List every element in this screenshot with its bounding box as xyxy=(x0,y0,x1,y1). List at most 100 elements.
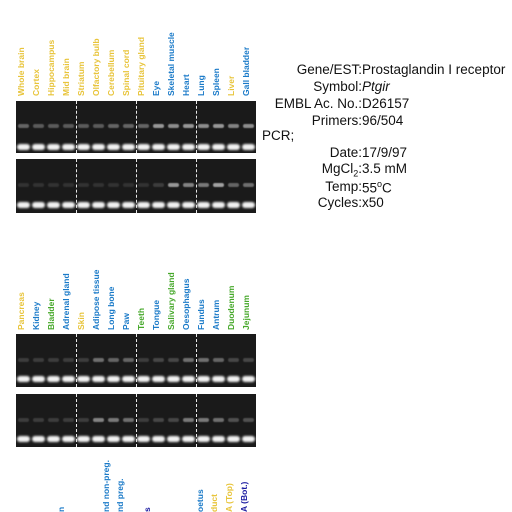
gel-band xyxy=(33,357,44,362)
cycles-key: Cycles: xyxy=(317,195,362,210)
gel-band xyxy=(153,124,164,129)
gel-band xyxy=(198,124,209,129)
gel-band xyxy=(243,183,254,188)
gel-band xyxy=(243,357,254,362)
primer-band xyxy=(242,436,255,443)
primer-band xyxy=(137,143,150,150)
primer-band xyxy=(47,376,60,383)
lane-label: nd preg. xyxy=(115,478,125,512)
gel-band xyxy=(168,417,179,422)
gel-band xyxy=(123,357,134,362)
gel-band xyxy=(78,183,89,188)
lane-separator xyxy=(76,159,77,213)
lane-label: Paw xyxy=(121,312,131,330)
lane-labels-1: Whole brain Cortex Hippocampus Mid brain Str… xyxy=(0,0,260,96)
lane-label: Long bone xyxy=(106,286,116,330)
lane-label: Bladder xyxy=(46,298,56,330)
lane-separator xyxy=(196,159,197,213)
lane-label: Adrenal gland xyxy=(61,273,71,330)
primers-value: 96/504 xyxy=(362,113,404,128)
lane-label: Heart xyxy=(181,74,191,96)
primer-band xyxy=(137,436,150,443)
primer-band xyxy=(122,143,135,150)
gel-band xyxy=(138,124,149,129)
primer-band xyxy=(242,143,255,150)
primer-band xyxy=(77,202,90,209)
gel-band xyxy=(78,417,89,422)
primer-band xyxy=(32,436,45,443)
primer-band xyxy=(92,376,105,383)
temp-value: 55oC xyxy=(362,179,392,196)
lane-label: Liver xyxy=(226,75,236,96)
lane-label: A (Top) xyxy=(224,483,234,512)
primer-band xyxy=(212,376,225,383)
primer-band xyxy=(62,143,75,150)
lane-label: s xyxy=(142,507,152,512)
lane-separator xyxy=(196,334,197,387)
primer-band xyxy=(17,436,30,443)
lane-label: Cerebellum xyxy=(106,49,116,96)
gel-band xyxy=(93,183,104,188)
primer-band xyxy=(122,376,135,383)
gel-band xyxy=(108,417,119,422)
primer-band xyxy=(107,436,120,443)
lane-separator xyxy=(136,394,137,447)
gel-band xyxy=(78,357,89,362)
lane-label: Duodenum xyxy=(226,285,236,330)
gel-band xyxy=(198,183,209,188)
primer-band xyxy=(227,143,240,150)
primer-band xyxy=(17,143,30,150)
gel-band xyxy=(48,124,59,129)
gel-band xyxy=(63,357,74,362)
gel-band xyxy=(93,357,104,362)
primer-band xyxy=(197,376,210,383)
mgcl-key: MgCl2: xyxy=(321,161,362,179)
primer-band xyxy=(62,202,75,209)
gel-band xyxy=(108,124,119,129)
tissue-panel-2: Pancreas Kidney Bladder Adrenal gland Skin Ad… xyxy=(0,250,260,450)
gel-band xyxy=(168,357,179,362)
lane-labels-3: n nd non-preg. nd preg. s oetus duct A (Top) A … xyxy=(0,450,260,512)
primer-band xyxy=(62,436,75,443)
primer-band xyxy=(167,202,180,209)
gel-band xyxy=(138,417,149,422)
gene-key: Gene/EST: xyxy=(296,62,362,77)
gel-band xyxy=(48,417,59,422)
gel-band xyxy=(183,124,194,129)
gel-band xyxy=(198,417,209,422)
primer-band xyxy=(197,143,210,150)
primer-band xyxy=(167,143,180,150)
gel-band xyxy=(153,183,164,188)
lane-separator xyxy=(76,101,77,153)
gel-band xyxy=(33,417,44,422)
gene-value: Prostaglandin I receptor xyxy=(362,62,506,77)
gel-band xyxy=(168,124,179,129)
primer-band xyxy=(137,376,150,383)
lane-label: Mid brain xyxy=(61,58,71,96)
lane-label: Hippocampus xyxy=(46,39,56,96)
primer-band xyxy=(107,143,120,150)
gel-band xyxy=(123,124,134,129)
gel-band xyxy=(33,124,44,129)
gel-band xyxy=(213,417,224,422)
lane-label: Pancreas xyxy=(16,292,26,330)
tissue-panel-1: Whole brain Cortex Hippocampus Mid brain Str… xyxy=(0,0,260,215)
lane-label: Spleen xyxy=(211,68,221,96)
lane-label: nd non-preg. xyxy=(101,460,111,512)
gel-band xyxy=(123,417,134,422)
primer-band xyxy=(182,143,195,150)
gel-band xyxy=(93,417,104,422)
gel-band xyxy=(108,183,119,188)
primer-band xyxy=(122,436,135,443)
lane-label: A (Bot.) xyxy=(239,481,249,512)
gel-band xyxy=(63,183,74,188)
lane-label: Kidney xyxy=(31,301,41,330)
lane-label: Jejunum xyxy=(241,295,251,330)
lane-label: Antrum xyxy=(211,299,221,330)
gel-band xyxy=(198,357,209,362)
lane-label: Adipose tissue xyxy=(91,269,101,330)
tissue-panel-3: n nd non-preg. nd preg. s oetus duct A (Top) A … xyxy=(0,450,260,512)
date-key: Date: xyxy=(329,145,362,160)
mgcl-value: 3.5 mM xyxy=(362,161,408,176)
primer-band xyxy=(77,376,90,383)
